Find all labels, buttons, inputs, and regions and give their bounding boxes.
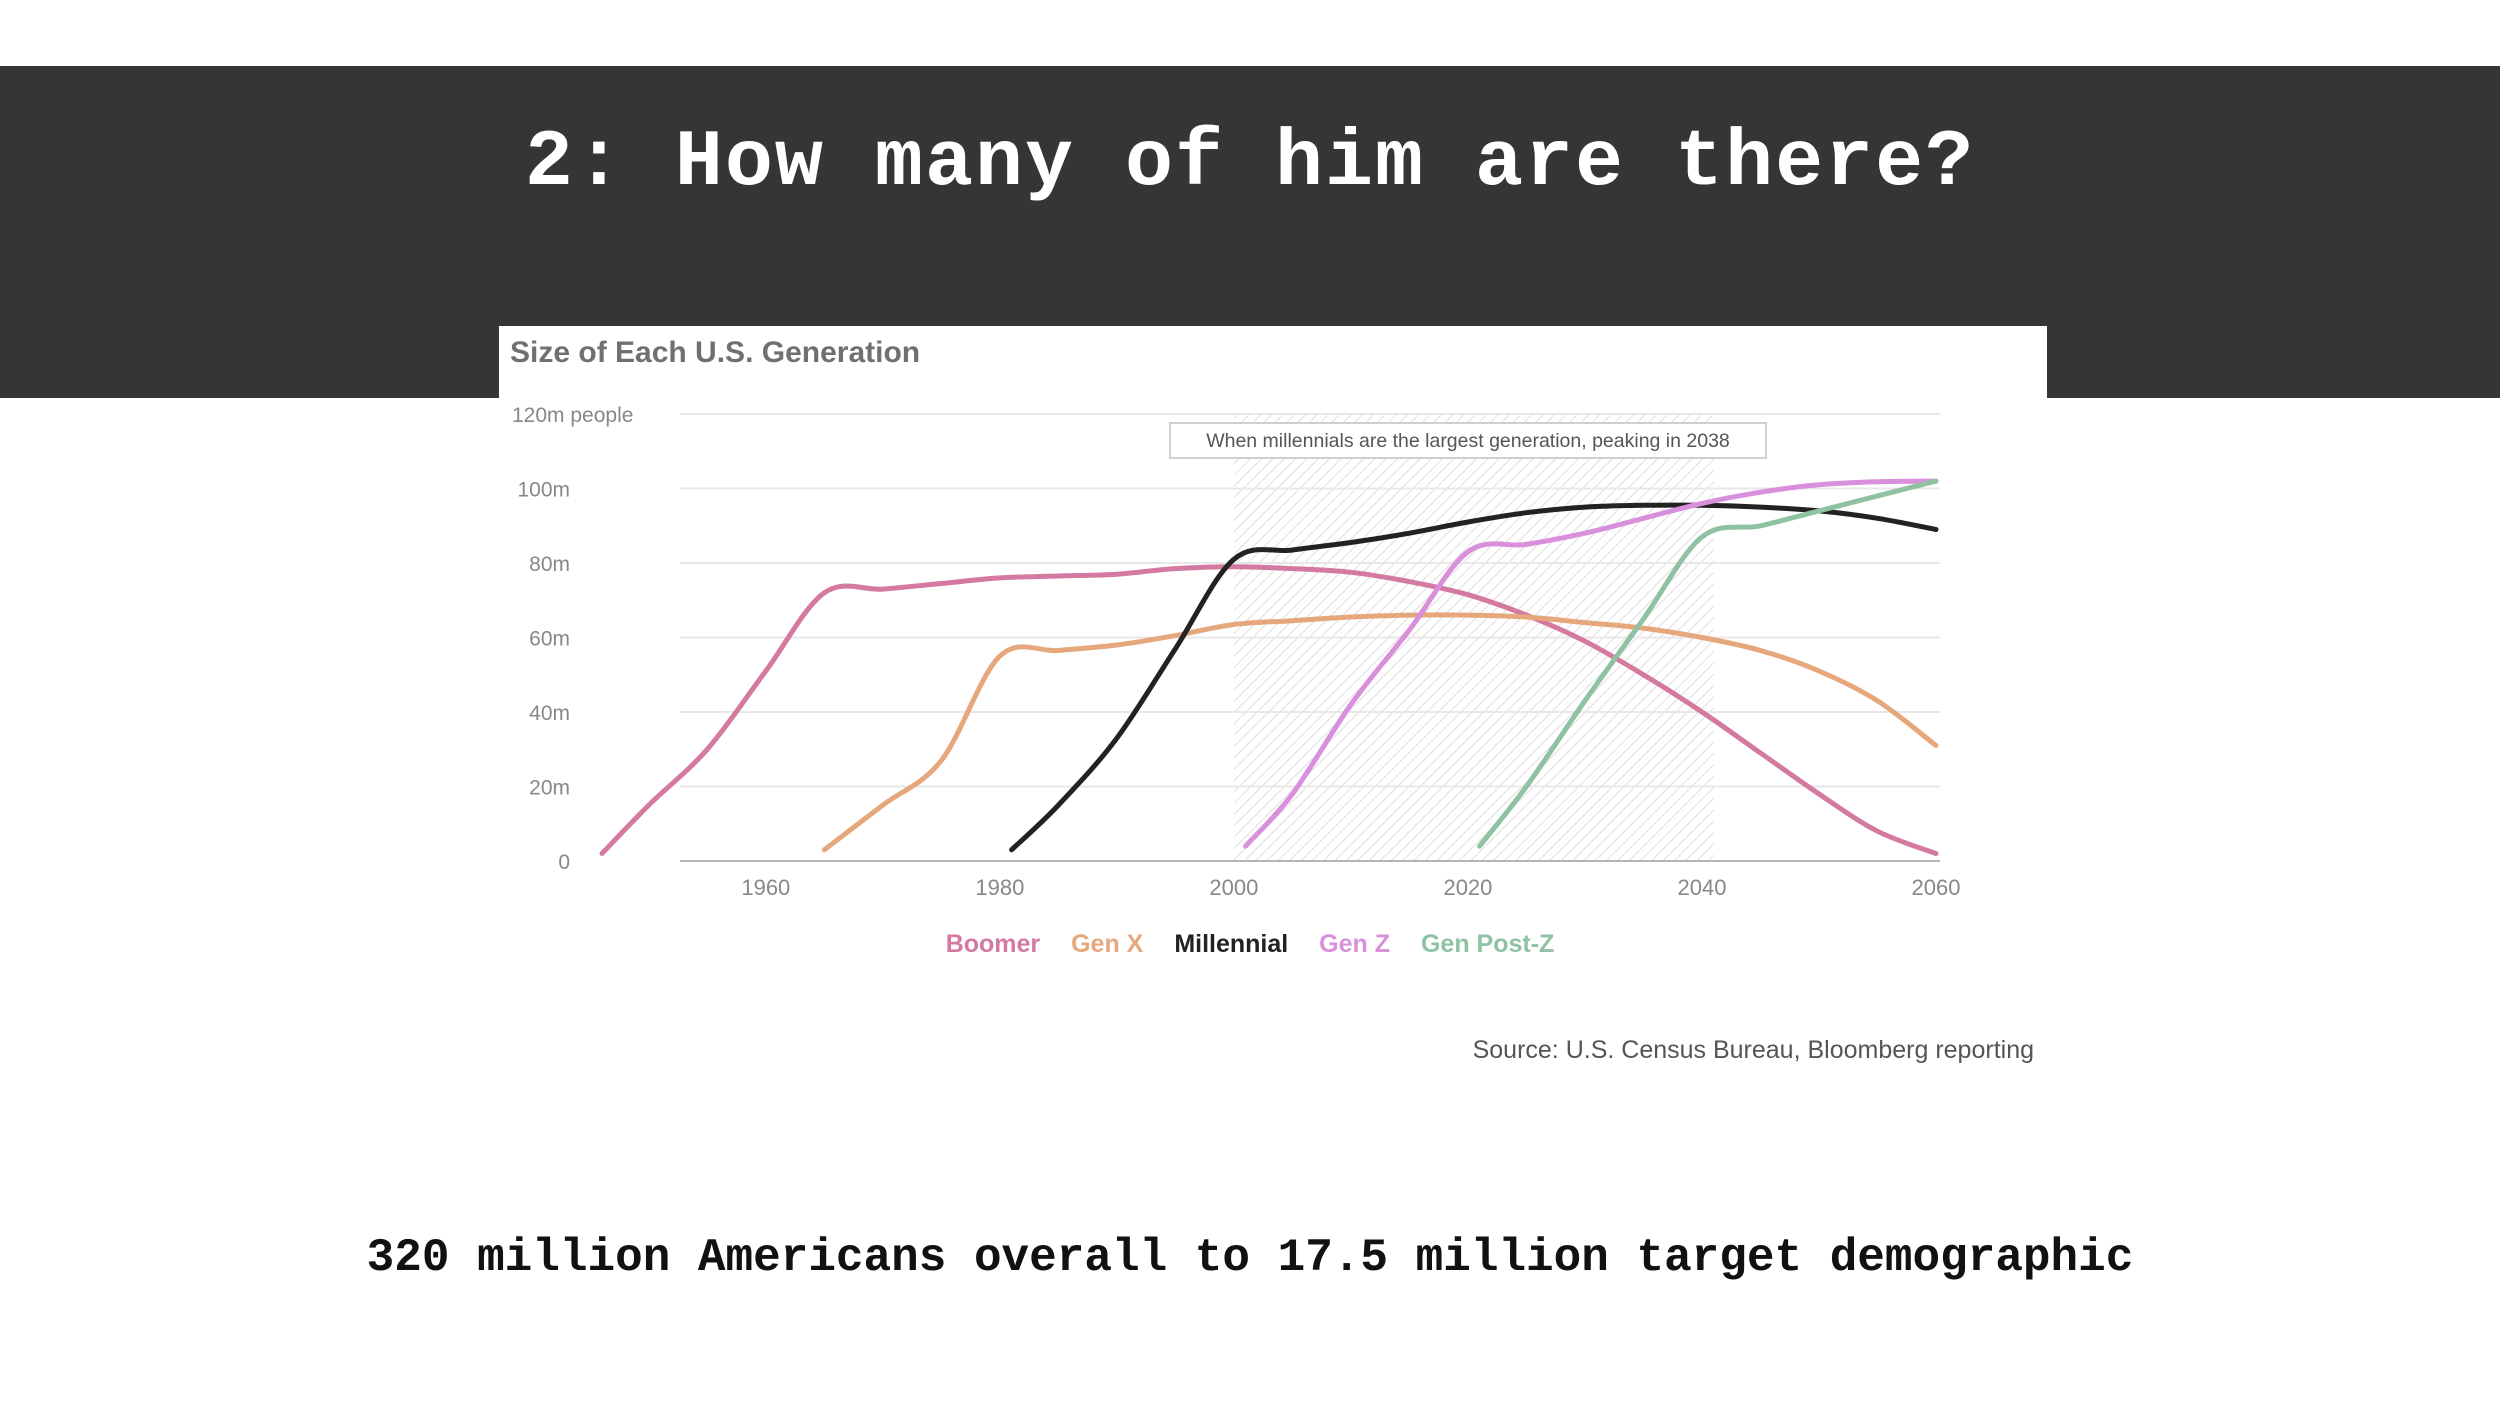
series-line-boomer — [599, 564, 1939, 856]
y-tick-label: 100m — [517, 479, 570, 502]
y-tick-label: 40m — [529, 702, 570, 725]
x-tick-label: 2000 — [1209, 875, 1258, 900]
annotation-box — [1169, 422, 1767, 459]
chart-legend: Boomer Gen X Millennial Gen Z Gen Post-Z — [0, 930, 2500, 959]
annotation-label: When millennials are the largest generat… — [1206, 430, 1730, 452]
legend-gen-z: Gen Z — [1319, 930, 1391, 958]
slide-footer: 320 million Americans overall to 17.5 mi… — [366, 1232, 2134, 1284]
y-unit-label: 120m people — [512, 404, 633, 427]
legend-millennial: Millennial — [1174, 930, 1289, 958]
chart-source: Source: U.S. Census Bureau, Bloomberg re… — [1472, 1036, 2034, 1064]
y-tick-label: 60m — [529, 628, 570, 651]
chart-title: Size of Each U.S. Generation — [510, 336, 921, 369]
series-line-gen-post-z — [1477, 478, 1939, 849]
x-tick-label: 2060 — [1912, 875, 1961, 900]
legend-gen-x: Gen X — [1071, 930, 1144, 958]
y-tick-label: 80m — [529, 553, 570, 576]
legend-gen-post-z: Gen Post-Z — [1420, 930, 1555, 958]
series-line-gen-z — [1243, 478, 1939, 849]
x-tick-label: 1980 — [975, 875, 1024, 900]
series-line-millennial — [1009, 502, 1939, 853]
y-tick-label: 0 — [558, 851, 570, 874]
series-line-gen-x — [821, 612, 1939, 853]
legend-boomer: Boomer — [945, 930, 1041, 958]
x-tick-label: 2040 — [1677, 875, 1726, 900]
x-tick-label: 2020 — [1443, 875, 1492, 900]
y-tick-label: 20m — [529, 777, 570, 800]
slide-title: 2: How many of him are there? — [524, 118, 1976, 209]
x-tick-label: 1960 — [741, 875, 790, 900]
